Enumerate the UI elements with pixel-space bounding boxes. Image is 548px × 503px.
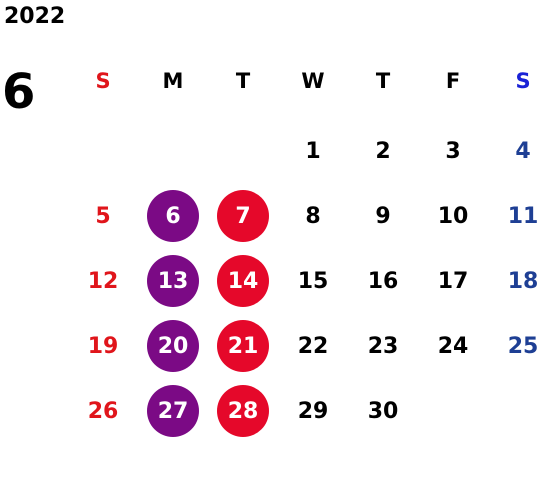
date-cell-highlighted-purple[interactable]: 6 (147, 190, 199, 242)
date-cell-saturday[interactable]: 25 (507, 333, 539, 359)
date-cell[interactable]: 23 (367, 333, 399, 359)
weekday-header-friday: F (445, 69, 461, 93)
date-cell[interactable]: 3 (445, 138, 461, 164)
date-cell-highlighted-red[interactable]: 7 (217, 190, 269, 242)
date-cell-sunday[interactable]: 26 (87, 398, 119, 424)
date-cell[interactable]: 17 (437, 268, 469, 294)
weekday-header-sunday: S (95, 69, 111, 93)
date-cell[interactable]: 29 (297, 398, 329, 424)
weekday-header-thursday: T (375, 69, 391, 93)
date-cell[interactable]: 1 (305, 138, 321, 164)
date-cell[interactable]: 15 (297, 268, 329, 294)
weekday-header-wednesday: W (301, 69, 325, 93)
weekday-header-tuesday: T (235, 69, 251, 93)
date-cell[interactable]: 2 (375, 138, 391, 164)
date-cell-highlighted-red[interactable]: 28 (217, 385, 269, 437)
date-cell-sunday[interactable]: 19 (87, 333, 119, 359)
date-cell[interactable]: 8 (305, 203, 321, 229)
weekday-header-saturday: S (515, 69, 531, 93)
date-cell[interactable]: 22 (297, 333, 329, 359)
weekday-header-monday: M (162, 69, 184, 93)
date-cell[interactable]: 16 (367, 268, 399, 294)
date-cell-sunday[interactable]: 5 (95, 203, 111, 229)
date-cell-saturday[interactable]: 11 (507, 203, 539, 229)
date-cell[interactable]: 10 (437, 203, 469, 229)
date-cell-saturday[interactable]: 18 (507, 268, 539, 294)
date-cell-highlighted-purple[interactable]: 20 (147, 320, 199, 372)
date-cell[interactable]: 24 (437, 333, 469, 359)
date-cell[interactable]: 9 (375, 203, 391, 229)
date-cell-highlighted-red[interactable]: 21 (217, 320, 269, 372)
date-cell-highlighted-red[interactable]: 14 (217, 255, 269, 307)
date-cell-sunday[interactable]: 12 (87, 268, 119, 294)
date-cell[interactable]: 30 (367, 398, 399, 424)
year-label: 2022 (4, 4, 66, 29)
date-cell-highlighted-purple[interactable]: 13 (147, 255, 199, 307)
month-number: 6 (2, 64, 36, 120)
date-cell-highlighted-purple[interactable]: 27 (147, 385, 199, 437)
date-cell-saturday[interactable]: 4 (515, 138, 531, 164)
